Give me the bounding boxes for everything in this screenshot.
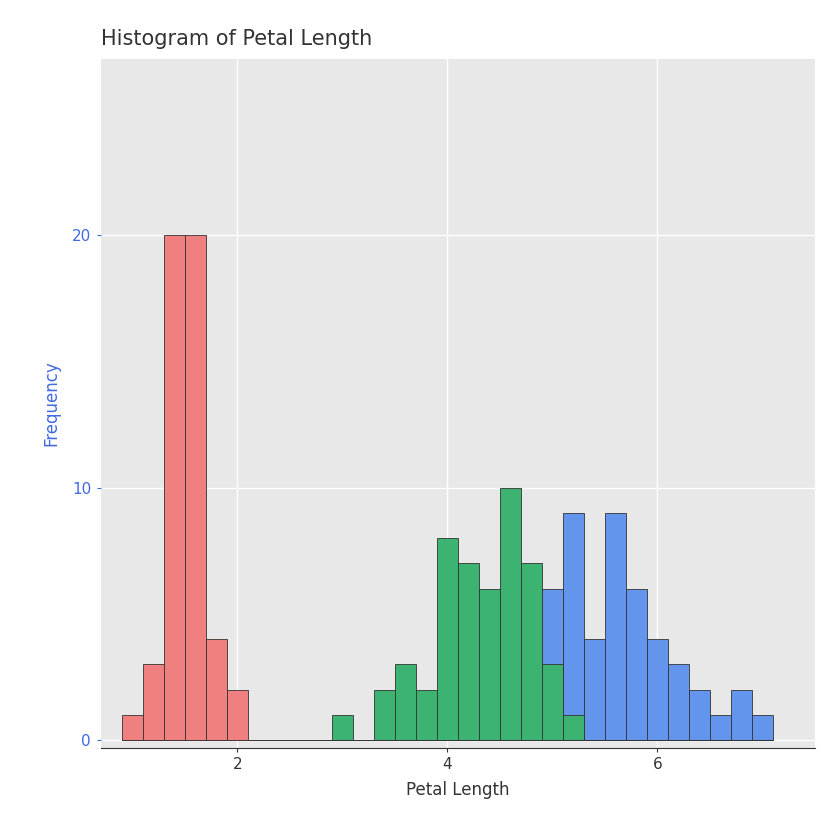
Bar xyxy=(731,690,752,740)
Bar xyxy=(458,564,479,740)
Bar xyxy=(206,639,227,740)
Bar xyxy=(437,538,458,740)
Bar xyxy=(185,235,206,740)
Bar xyxy=(416,690,437,740)
Bar xyxy=(626,589,647,740)
Bar xyxy=(689,690,710,740)
Bar xyxy=(563,513,584,740)
Bar xyxy=(521,690,542,740)
Bar xyxy=(563,715,584,740)
Bar xyxy=(668,664,689,740)
Bar xyxy=(164,235,185,740)
Bar xyxy=(542,589,563,740)
Bar xyxy=(122,715,143,740)
Bar xyxy=(500,488,521,740)
Y-axis label: Frequency: Frequency xyxy=(43,360,60,446)
Bar xyxy=(605,513,626,740)
Bar xyxy=(521,564,542,740)
Bar xyxy=(374,690,395,740)
Bar xyxy=(332,715,353,740)
Bar xyxy=(500,715,521,740)
Bar xyxy=(584,639,605,740)
Bar xyxy=(542,664,563,740)
X-axis label: Petal Length: Petal Length xyxy=(406,780,510,799)
Bar xyxy=(647,639,668,740)
Bar xyxy=(710,715,731,740)
Bar xyxy=(479,589,500,740)
Bar xyxy=(143,664,164,740)
Bar xyxy=(395,664,416,740)
Text: Histogram of Petal Length: Histogram of Petal Length xyxy=(101,29,372,49)
Bar xyxy=(752,715,773,740)
Bar xyxy=(227,690,248,740)
